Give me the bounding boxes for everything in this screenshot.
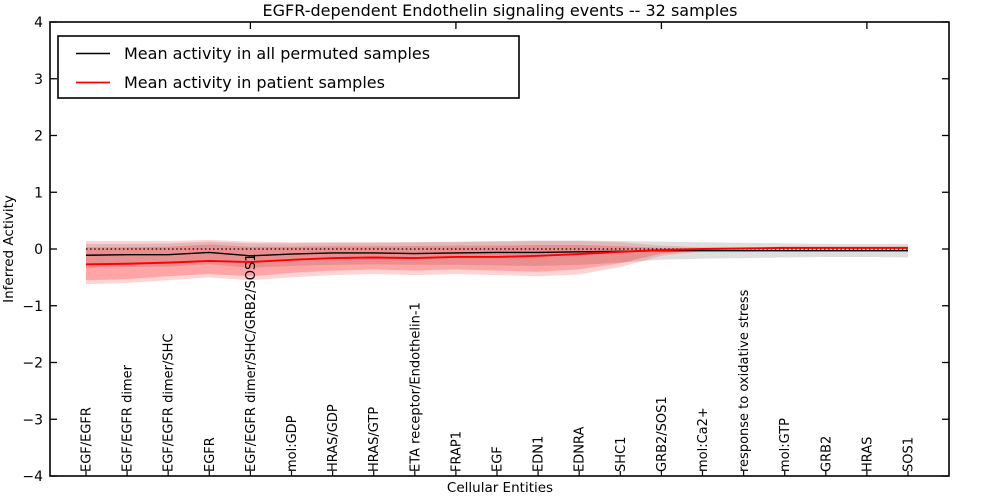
x-tick-label: EDNRA xyxy=(573,427,588,472)
x-tick-label: EGF/EGFR dimer/SHC/GRB2/SOS1 xyxy=(244,254,259,473)
y-axis-label: Inferred Activity xyxy=(1,195,17,303)
x-tick-label: HRAS/GDP xyxy=(326,404,341,472)
y-tick-label: −1 xyxy=(22,299,43,315)
x-tick-label: response to oxidative stress xyxy=(737,289,752,472)
y-tick-label: −4 xyxy=(22,469,43,485)
plot-area: −4 −3 −2 −1 0 1 2 3 4 EGF/EGFR EGF/EGFR dimer EGF/E… xyxy=(22,15,950,485)
x-tick-label: HRAS xyxy=(860,437,875,472)
x-tick-label: EDN1 xyxy=(532,436,547,472)
series-line-permuted xyxy=(85,250,908,257)
y-tick-label: 2 xyxy=(34,129,43,145)
x-tick-label: mol:GDP xyxy=(285,415,300,472)
x-axis-label: Cellular Entities xyxy=(447,480,553,496)
legend: Mean activity in all permuted samples Me… xyxy=(57,35,520,99)
x-tick-label: mol:Ca2+ xyxy=(696,407,711,472)
x-tick-label: FRAP1 xyxy=(449,431,464,472)
chart-title: EGFR-dependent Endothelin signaling even… xyxy=(263,1,738,20)
series-line-patient xyxy=(85,246,908,266)
x-tick-label: SHC1 xyxy=(614,437,629,472)
x-tick-label: EGF/EGFR dimer/SHC xyxy=(162,334,177,472)
x-tick-label: mol:GTP xyxy=(778,418,793,472)
x-tick-label: ETA receptor/Endothelin-1 xyxy=(408,302,423,472)
y-tick-label: 3 xyxy=(34,72,43,88)
x-tick-label: HRAS/GTP xyxy=(367,407,382,472)
y-tick-label: 1 xyxy=(34,185,43,201)
x-tick-label: EGF xyxy=(491,446,506,472)
x-tick-label: EGFR xyxy=(203,437,218,472)
x-tick-label: GRB2/SOS1 xyxy=(655,396,670,472)
band-patient-samples-spread-inner xyxy=(86,244,908,281)
y-tick-label: −2 xyxy=(22,356,43,372)
x-tick-label: EGF/EGFR dimer xyxy=(121,364,136,472)
x-tick-label: EGF/EGFR xyxy=(80,407,95,472)
y-tick-label: 0 xyxy=(34,242,43,258)
y-tick-label: 4 xyxy=(34,15,43,31)
x-tick-label: SOS1 xyxy=(902,437,917,472)
x-tick-label: GRB2 xyxy=(819,436,834,472)
y-tick-label: −3 xyxy=(22,412,43,428)
band-permuted-samples-spread xyxy=(86,240,908,268)
legend-box xyxy=(57,35,520,99)
legend-label-permuted: Mean activity in all permuted samples xyxy=(124,44,430,63)
legend-label-patient: Mean activity in patient samples xyxy=(124,73,385,92)
